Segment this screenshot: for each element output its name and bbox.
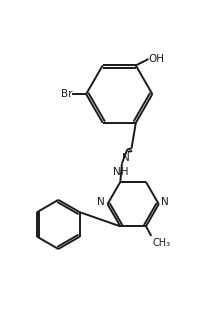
Text: OH: OH — [149, 55, 165, 64]
Text: Br: Br — [61, 89, 72, 99]
Text: NH: NH — [113, 167, 129, 177]
Text: N: N — [161, 197, 169, 207]
Text: N: N — [122, 153, 130, 163]
Text: CH₃: CH₃ — [153, 238, 171, 248]
Text: N: N — [97, 197, 104, 207]
